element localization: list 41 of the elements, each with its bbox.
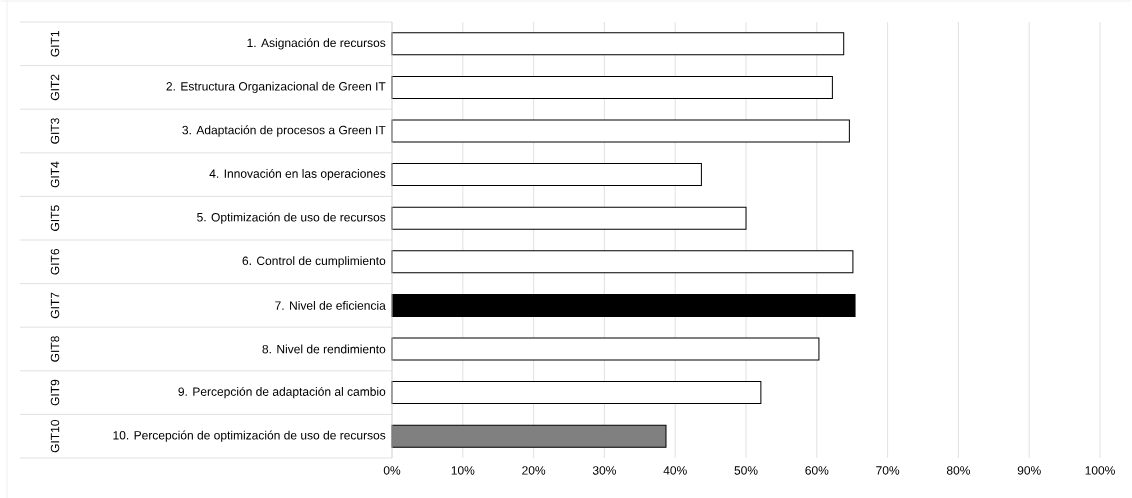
y-tick-label: 7. Nivel de eficiencia xyxy=(275,301,386,310)
text: GIT5 xyxy=(50,205,60,231)
x-tick-label: 50% xyxy=(734,466,758,475)
bar xyxy=(391,32,845,56)
x-tick-label: 100% xyxy=(1085,466,1115,475)
y-tick-label: 8. Nivel de rendimiento xyxy=(262,344,386,354)
x-tick-label: 40% xyxy=(663,466,687,475)
bar xyxy=(391,119,850,143)
y-tick-label: 3. Adaptación de procesos a Green IT xyxy=(182,125,386,137)
bar xyxy=(391,250,854,274)
text: GIT6 xyxy=(50,248,60,275)
text: GIT9 xyxy=(50,379,60,406)
text: GIT10 xyxy=(50,419,60,453)
x-tick-label: 70% xyxy=(876,466,900,475)
text: GIT3 xyxy=(50,118,60,144)
bar xyxy=(391,163,702,187)
y-tick-label: 10. Percepción de optimización de uso de recursos xyxy=(113,430,386,442)
y-tick-label: 9. Percepción de adaptación al cambio xyxy=(178,386,386,399)
text: GIT4 xyxy=(50,161,60,188)
x-tick-label: 20% xyxy=(522,466,546,475)
x-tick-label: 0% xyxy=(383,466,401,475)
bar xyxy=(391,381,762,405)
y-tick-label: 2. Estructura Organizacional de Green IT xyxy=(166,81,386,93)
text: GIT7 xyxy=(50,292,60,319)
x-tick-label: 10% xyxy=(451,466,475,475)
x-tick-label: 80% xyxy=(946,466,970,475)
x-tick-label: 60% xyxy=(805,466,829,475)
bar xyxy=(391,424,667,448)
text: GIT2 xyxy=(50,74,60,101)
bar xyxy=(391,75,833,99)
y-tick-label: 5. Optimización de uso de recursos xyxy=(197,212,386,224)
bar xyxy=(391,206,747,230)
text: GIT8 xyxy=(50,336,60,362)
bar xyxy=(391,293,856,317)
text: GIT1 xyxy=(50,31,60,57)
y-tick-label: 6. Control de cumplimiento xyxy=(242,256,386,268)
y-tick-label: 4. Innovación en las operaciones xyxy=(209,168,386,181)
x-tick-label: 90% xyxy=(1017,466,1041,475)
bar xyxy=(391,337,820,361)
x-tick-label: 30% xyxy=(592,466,616,475)
y-tick-label: 1. Asignación de recursos xyxy=(247,38,386,50)
